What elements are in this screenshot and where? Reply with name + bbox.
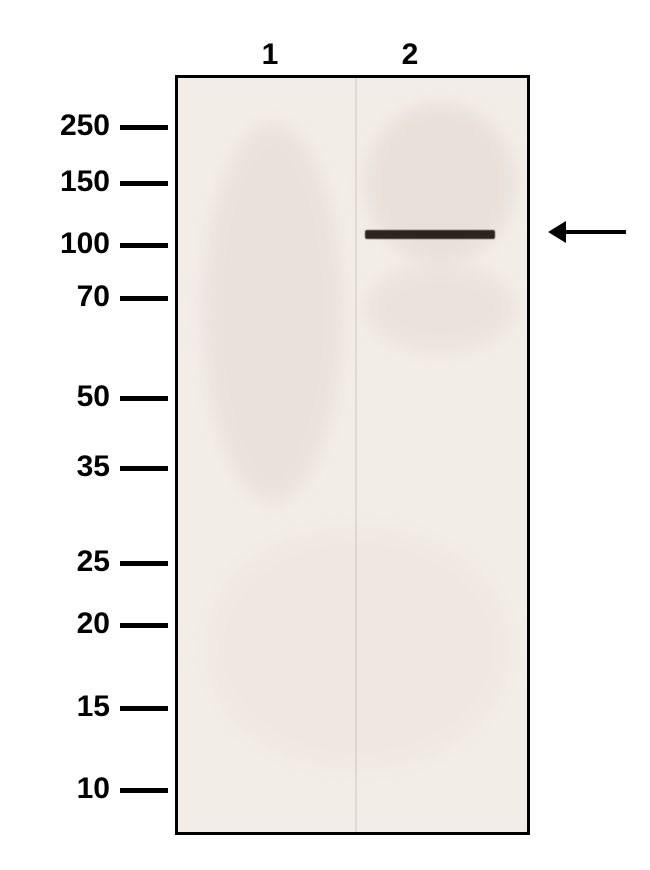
mw-label-20: 20 [77, 607, 110, 641]
mw-label-150: 150 [60, 165, 110, 199]
mw-tick-250 [120, 125, 168, 130]
mw-label-250: 250 [60, 109, 110, 143]
mw-label-50: 50 [77, 380, 110, 414]
mw-tick-35 [120, 466, 168, 471]
mw-tick-70 [120, 296, 168, 301]
mw-tick-25 [120, 561, 168, 566]
mw-tick-10 [120, 788, 168, 793]
mw-tick-15 [120, 706, 168, 711]
mw-label-15: 15 [77, 690, 110, 724]
lane-2 [363, 78, 523, 832]
mw-tick-150 [120, 181, 168, 186]
mw-tick-100 [120, 243, 168, 248]
mw-label-25: 25 [77, 545, 110, 579]
band-lane2-105kda [365, 230, 495, 239]
lane-label-2: 2 [402, 38, 419, 72]
band-indicator-arrow [548, 221, 628, 245]
western-blot-figure: 1 2 250 150 100 70 50 35 25 20 15 10 [0, 0, 650, 870]
mw-label-100: 100 [60, 227, 110, 261]
arrow-shaft [564, 230, 626, 234]
mw-label-35: 35 [77, 450, 110, 484]
lane-divider [355, 78, 357, 832]
blot-frame [175, 75, 530, 835]
mw-tick-20 [120, 623, 168, 628]
lane-label-1: 1 [262, 38, 279, 72]
mw-label-70: 70 [77, 280, 110, 314]
mw-label-10: 10 [77, 772, 110, 806]
mw-tick-50 [120, 396, 168, 401]
lane-1 [193, 78, 353, 832]
